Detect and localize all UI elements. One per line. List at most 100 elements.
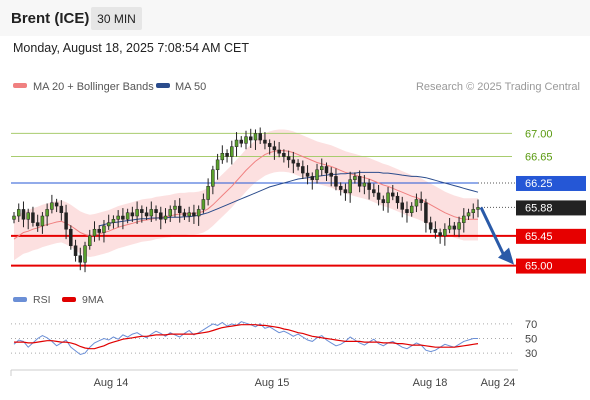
candle-body — [83, 245, 87, 263]
candle-body — [400, 202, 404, 210]
candle-body — [54, 202, 59, 207]
candle-body — [471, 209, 476, 213]
last-price-tag — [516, 200, 586, 216]
candle-body — [154, 209, 158, 213]
candle-body — [357, 176, 362, 187]
ma20-legend-label: MA 20 + Bollinger Bands — [33, 81, 154, 93]
candle-body — [301, 166, 305, 174]
candle-body — [220, 153, 225, 161]
level-label-65-88: 65.88 — [525, 202, 553, 214]
rsi-tick-50: 50 — [525, 334, 537, 346]
x-tick-label: Aug 24 — [481, 377, 516, 389]
candle-body — [88, 235, 92, 246]
ma9-legend-label: 9MA — [82, 294, 104, 306]
candle-body — [362, 182, 367, 187]
candle-body — [329, 172, 333, 177]
x-tick-label: Aug 15 — [255, 377, 290, 389]
candle-body — [125, 212, 130, 220]
candle-body — [372, 189, 376, 194]
candle-body — [348, 179, 352, 194]
forecast-arrow-head — [498, 247, 514, 265]
candle-body — [26, 212, 30, 220]
ma9-legend-swatch — [62, 297, 76, 302]
candle-body — [353, 176, 357, 180]
candle-body — [97, 228, 101, 233]
candle-body — [40, 215, 45, 227]
candle-body — [230, 146, 234, 157]
support-tag-65-00 — [516, 258, 586, 274]
candle-body — [466, 212, 471, 217]
candle-body — [206, 186, 210, 200]
ma50-legend-label: MA 50 — [175, 81, 206, 93]
candle-body — [291, 159, 296, 164]
candle-body — [376, 192, 381, 200]
ma50-legend-swatch — [156, 83, 170, 88]
rsi-tick-70: 70 — [525, 319, 537, 331]
candle-body — [144, 212, 149, 217]
candle-body — [320, 166, 324, 171]
candle-body — [315, 169, 319, 180]
candle-body — [21, 209, 26, 220]
candle-body — [211, 169, 215, 187]
candle-body — [173, 205, 177, 210]
candle-body — [272, 146, 277, 151]
forecast-arrow-shaft — [479, 206, 506, 257]
level-label-66-65: 66.65 — [525, 152, 553, 164]
candle-body — [16, 209, 21, 217]
candle-body — [438, 232, 442, 237]
candle-body — [69, 228, 73, 247]
candle-body — [305, 172, 310, 177]
candle-body — [457, 222, 461, 230]
candle-body — [248, 136, 253, 141]
candle-body — [201, 199, 206, 210]
candle-body — [121, 215, 125, 220]
level-label-65-45: 65.45 — [525, 231, 553, 243]
candle-body — [225, 153, 229, 157]
candle-body — [159, 212, 163, 220]
bollinger-band — [14, 129, 478, 261]
rsi-legend-label: RSI — [33, 294, 51, 306]
candle-body — [296, 162, 300, 167]
candle-body — [409, 205, 414, 213]
x-tick-label: Aug 14 — [94, 377, 129, 389]
candle-body — [310, 176, 315, 180]
candle-body — [140, 209, 144, 213]
candle-body — [277, 149, 281, 154]
rsi-legend-swatch — [13, 297, 27, 302]
candle-body — [428, 222, 433, 230]
candle-body — [253, 133, 258, 141]
candle-body — [234, 139, 239, 147]
candle-body — [192, 212, 196, 217]
timeframe-button[interactable]: 30 MIN — [91, 7, 142, 30]
candle-body — [381, 199, 386, 204]
candle-body — [177, 205, 182, 213]
series-line-9ma — [14, 324, 479, 350]
candle-body — [163, 215, 168, 220]
candle-body — [343, 189, 348, 194]
candle-body — [50, 202, 54, 210]
rsi-tick-30: 30 — [525, 348, 537, 360]
candle-body — [443, 228, 447, 237]
candle-body — [462, 215, 466, 223]
candle-body — [338, 186, 343, 190]
candle-body — [168, 209, 172, 217]
candle-body — [244, 136, 248, 144]
candle-body — [239, 139, 244, 144]
pivot-tag — [516, 175, 586, 191]
candle-body — [447, 225, 452, 230]
candle-body — [12, 215, 16, 220]
candle-body — [45, 209, 49, 217]
candle-body — [367, 182, 371, 190]
candle-body — [263, 139, 267, 144]
level-label-66-25: 66.25 — [525, 178, 553, 190]
candle-body — [419, 199, 423, 204]
x-tick-label: Aug 18 — [413, 377, 448, 389]
candle-body — [92, 228, 97, 237]
candle-body — [334, 176, 338, 187]
ma20-legend-swatch — [13, 83, 27, 88]
candle-body — [78, 255, 83, 263]
candle-body — [196, 209, 201, 217]
candle-body — [111, 219, 116, 223]
candle-body — [405, 209, 409, 213]
